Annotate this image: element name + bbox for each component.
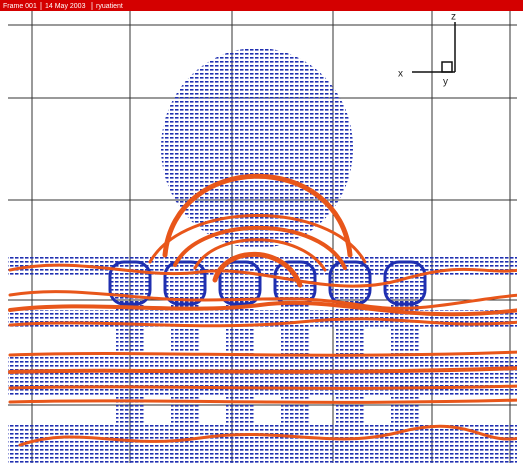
viewport-screenshot: Frame 001 14 May 2003 ryuatient <box>0 0 523 468</box>
particle-loop <box>330 262 370 304</box>
axis-label: z <box>451 12 456 23</box>
axis-label: x <box>398 69 403 80</box>
date-label: 14 May 2003 <box>45 3 86 10</box>
user-label: ryuatient <box>96 3 123 10</box>
frame-label: Frame 001 <box>3 3 37 10</box>
particle-sphere <box>161 48 353 248</box>
particle-layer <box>8 425 520 463</box>
axis-label: y <box>443 77 448 88</box>
